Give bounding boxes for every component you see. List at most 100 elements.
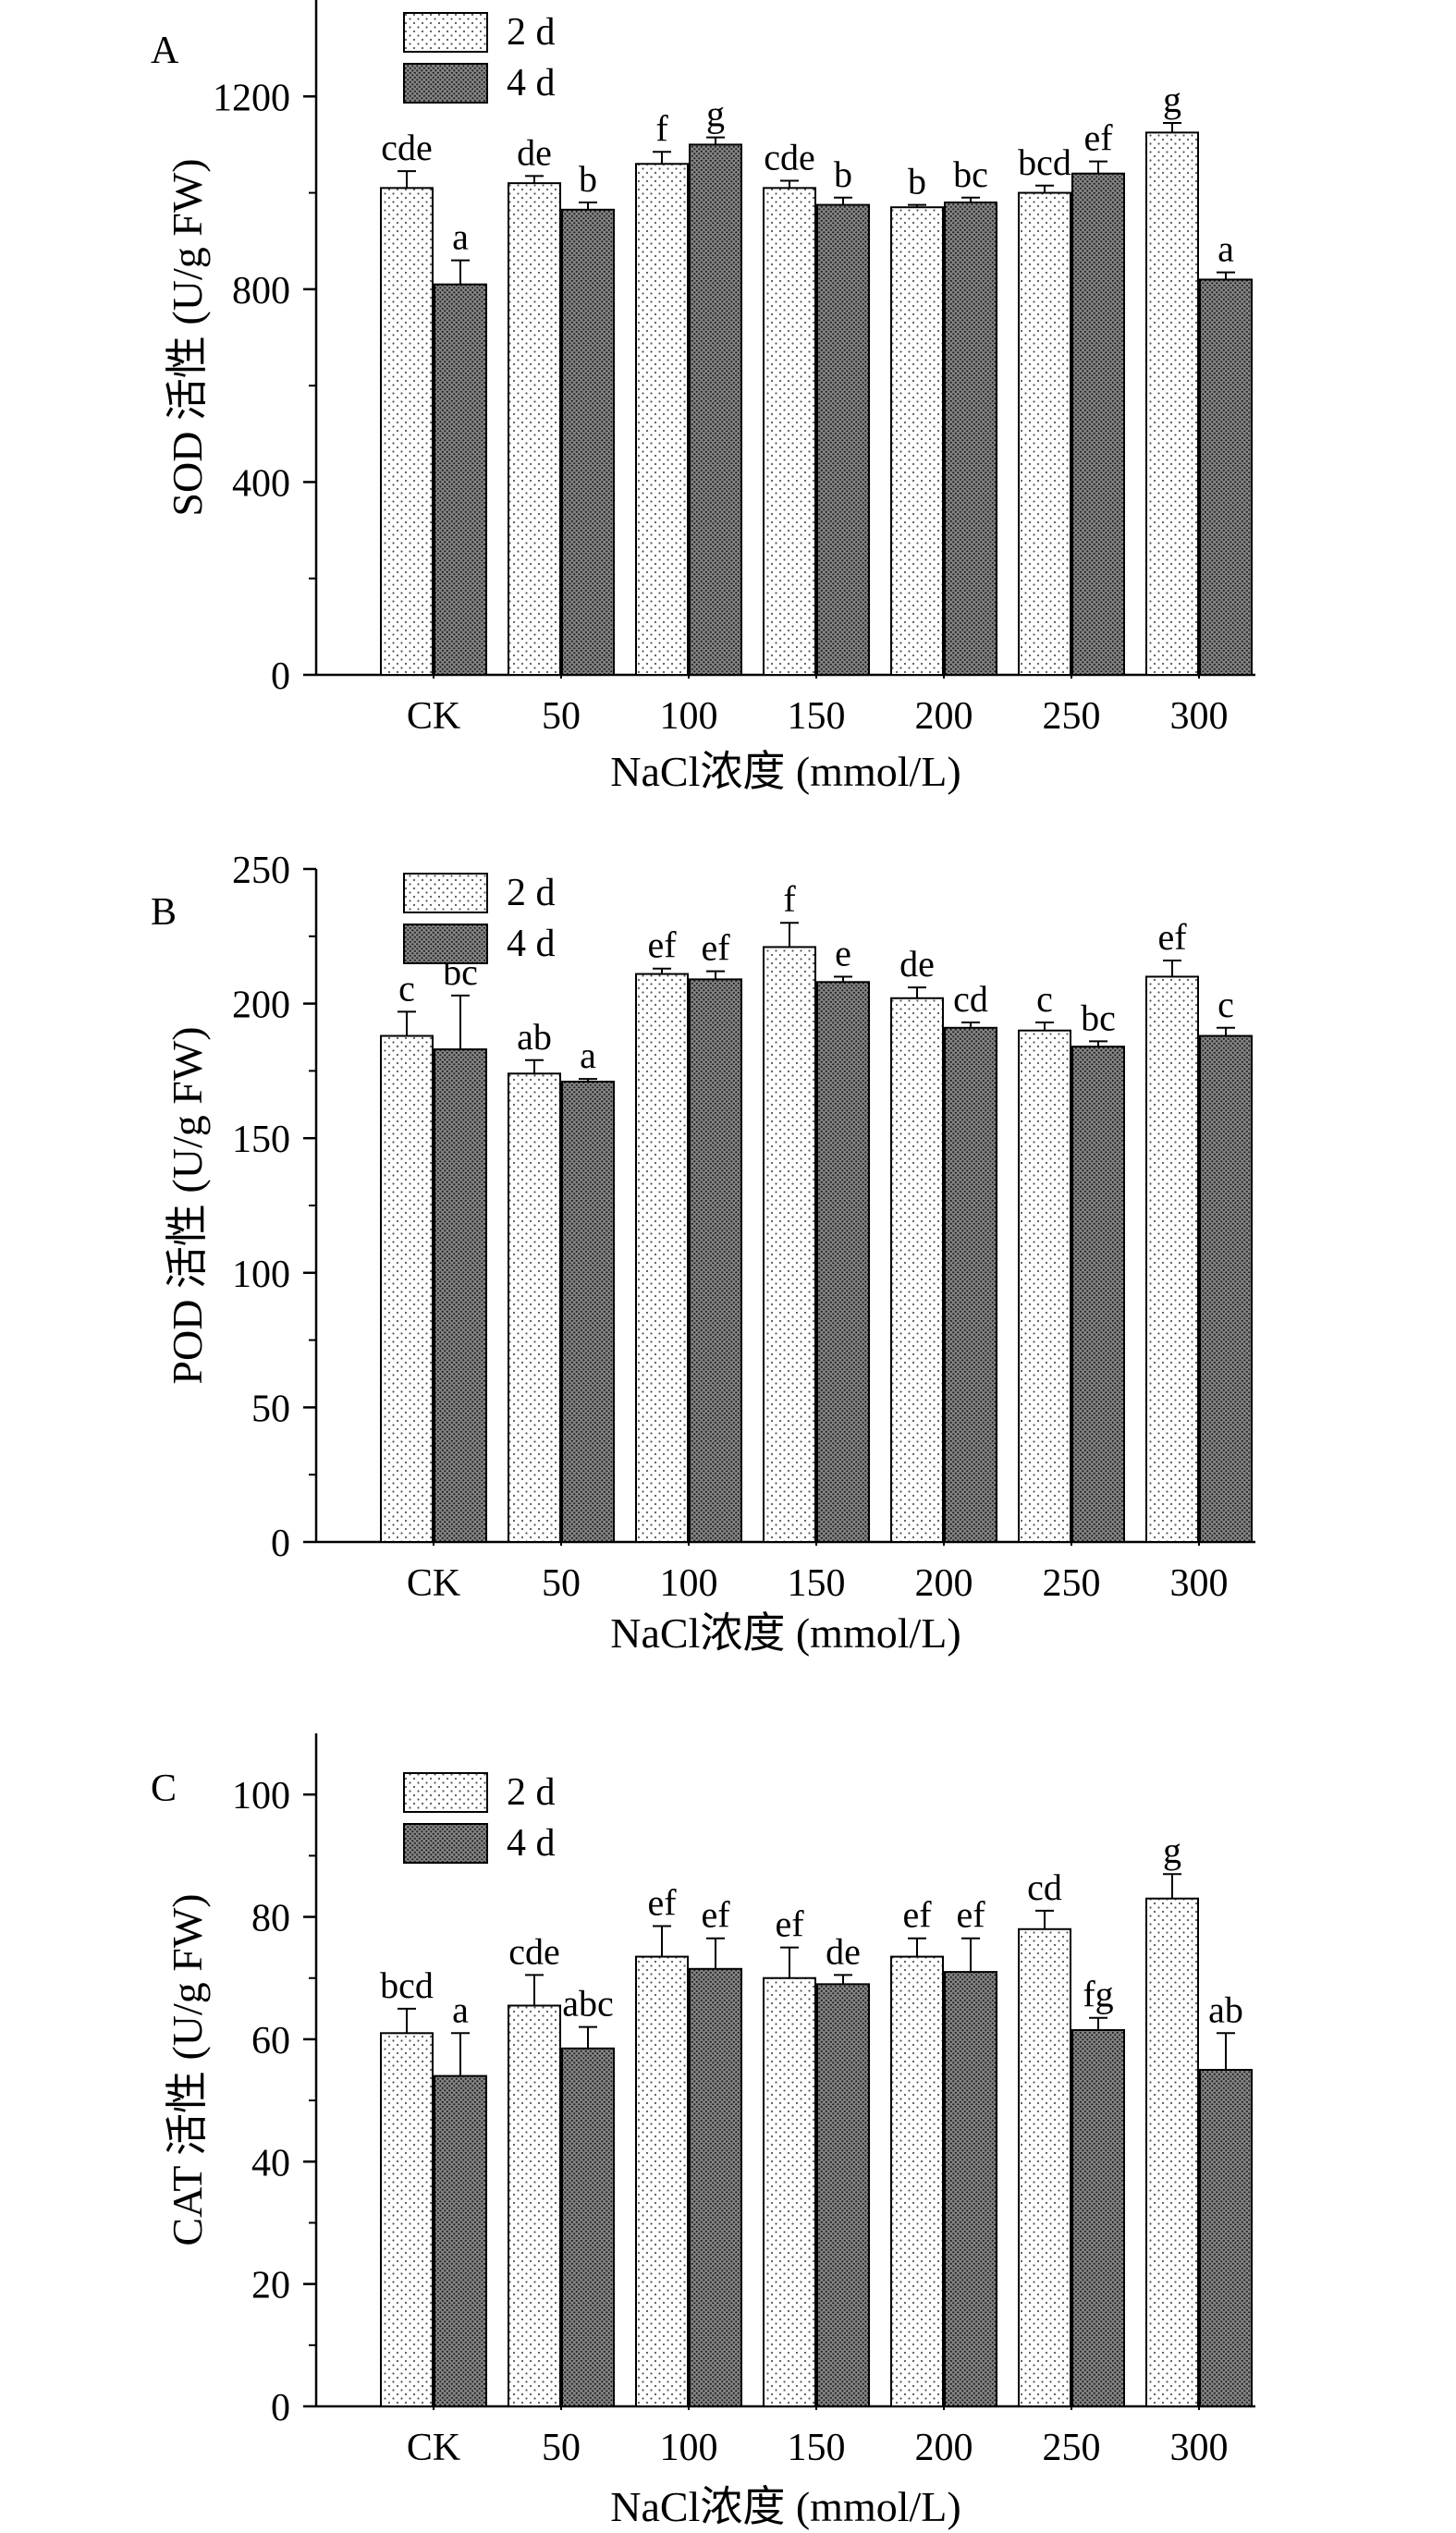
- y-tick-label: 100: [232, 1775, 290, 1817]
- x-tick-label: 50: [542, 2427, 581, 2469]
- y-tick-label: 1200: [213, 77, 290, 119]
- bar-2d: [635, 1955, 689, 2408]
- significance-letter: c: [1217, 984, 1234, 1025]
- bar-2d: [380, 187, 434, 677]
- bar-4d: [561, 208, 615, 676]
- y-tick-label: 250: [232, 850, 290, 892]
- bar-4d: [1071, 1046, 1125, 1543]
- bar-4d: [944, 1971, 997, 2408]
- x-axis-label: NaCl浓度 (mmol/L): [610, 748, 960, 795]
- significance-letter: de: [517, 131, 552, 173]
- x-tick-label: 300: [1170, 1562, 1229, 1605]
- significance-letter: fg: [1083, 1974, 1113, 2015]
- significance-letter: a: [1217, 228, 1234, 270]
- bar-4d: [944, 202, 997, 676]
- bar-4d: [434, 2074, 487, 2407]
- x-tick-label: CK: [407, 2427, 460, 2469]
- significance-letter: bcd: [380, 1964, 434, 2006]
- bar-2d: [1018, 1927, 1071, 2407]
- y-tick-label: 400: [232, 462, 290, 505]
- significance-letter: abc: [562, 1983, 614, 2025]
- significance-letter: ab: [1208, 1988, 1243, 2030]
- x-tick-label: 300: [1170, 695, 1229, 738]
- panel-label: A: [151, 30, 179, 72]
- legend-swatch-2d: [403, 873, 488, 913]
- bar-4d: [561, 1081, 615, 1543]
- legend-label: 4 d: [507, 923, 556, 965]
- x-tick-label: CK: [407, 1562, 460, 1605]
- bar-4d: [1071, 172, 1125, 676]
- x-tick-label: 100: [660, 2427, 718, 2469]
- significance-letter: ef: [1157, 916, 1187, 958]
- y-axis-label: SOD 活性 (U/g FW): [164, 158, 211, 516]
- x-axis-label: NaCl浓度 (mmol/L): [610, 2483, 960, 2530]
- bar-2d: [380, 2032, 434, 2408]
- x-tick-label: 200: [915, 1562, 973, 1605]
- bar-4d: [816, 981, 870, 1543]
- y-tick-label: 0: [271, 655, 290, 698]
- significance-letter: g: [1163, 1829, 1181, 1871]
- bar-4d: [1199, 278, 1253, 676]
- y-axis-label: POD 活性 (U/g FW): [164, 1026, 211, 1384]
- legend-swatch-2d: [403, 12, 488, 53]
- significance-letter: ab: [517, 1016, 552, 1058]
- y-tick-label: 200: [232, 985, 290, 1027]
- x-tick-label: 300: [1170, 2427, 1229, 2469]
- x-tick-label: 50: [542, 1562, 581, 1605]
- x-tick-label: 200: [915, 2427, 973, 2469]
- significance-letter: f: [655, 107, 668, 149]
- bar-4d: [1199, 2069, 1253, 2407]
- significance-letter: ef: [647, 1881, 677, 1923]
- significance-letter: b: [908, 161, 926, 202]
- bar-2d: [635, 163, 689, 677]
- y-tick-label: 80: [251, 1898, 290, 1940]
- bar-2d: [763, 187, 816, 677]
- x-tick-label: 150: [788, 695, 846, 738]
- bar-4d: [689, 1967, 742, 2408]
- bar-2d: [508, 182, 561, 676]
- legend-swatch-4d: [403, 924, 488, 964]
- significance-letter: a: [580, 1034, 596, 1076]
- bar-2d: [635, 973, 689, 1543]
- bar-4d: [689, 978, 742, 1543]
- legend-swatch-2d: [403, 1772, 488, 1813]
- significance-letter: c: [398, 967, 415, 1009]
- bar-4d: [689, 143, 742, 676]
- bar-2d: [763, 1976, 816, 2408]
- x-tick-label: 100: [660, 1562, 718, 1605]
- bar-4d: [944, 1026, 997, 1543]
- significance-letter: cde: [508, 1930, 560, 1972]
- y-tick-label: 100: [232, 1254, 290, 1296]
- x-tick-label: 50: [542, 695, 581, 738]
- y-axis-label: CAT 活性 (U/g FW): [164, 1893, 211, 2245]
- significance-letter: ef: [902, 1894, 932, 1936]
- legend-label: 4 d: [507, 1822, 556, 1865]
- significance-letter: ef: [647, 924, 677, 966]
- bar-2d: [890, 997, 944, 1543]
- x-tick-label: 250: [1043, 1562, 1101, 1605]
- significance-letter: f: [783, 878, 796, 920]
- panel-label: C: [151, 1768, 177, 1810]
- legend-swatch-4d: [403, 1823, 488, 1864]
- y-tick-label: 800: [232, 270, 290, 312]
- legend-label: 2 d: [507, 872, 556, 914]
- legend-label: 2 d: [507, 11, 556, 54]
- significance-letter: cd: [1027, 1866, 1062, 1908]
- legend-label: 2 d: [507, 1771, 556, 1814]
- x-tick-label: CK: [407, 695, 460, 738]
- significance-letter: g: [1163, 79, 1181, 120]
- bar-2d: [1018, 1029, 1071, 1543]
- significance-letter: bc: [953, 153, 988, 195]
- bar-2d: [1145, 131, 1199, 676]
- bar-2d: [1145, 975, 1199, 1543]
- x-tick-label: 100: [660, 695, 718, 738]
- significance-letter: bcd: [1018, 141, 1071, 183]
- significance-letter: ef: [701, 927, 730, 969]
- x-tick-label: 200: [915, 695, 973, 738]
- y-tick-label: 150: [232, 1119, 290, 1161]
- bar-4d: [816, 1983, 870, 2407]
- significance-letter: g: [706, 93, 725, 135]
